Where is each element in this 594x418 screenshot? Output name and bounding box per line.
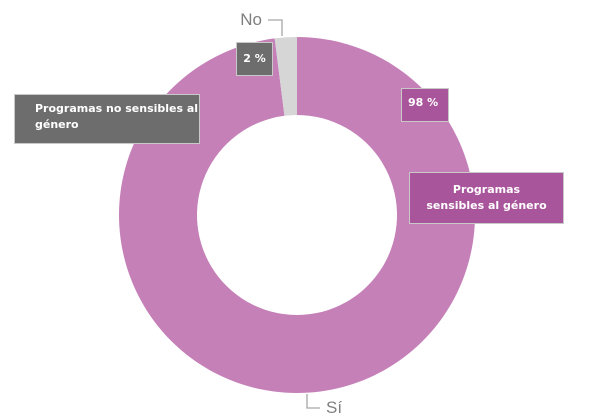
donut-slices [118,37,476,393]
donut-slice-si [118,37,476,393]
annotation-no: Programas no sensibles al género [14,94,200,144]
leader-line-no [268,19,283,36]
annotation-si: Programas sensibles al género [409,172,564,224]
data-label-si: 98 % [401,88,449,122]
data-label-no: 2 % [236,42,273,76]
donut-slice-no [274,37,297,116]
category-label-no: No [240,10,262,29]
leader-line-si [306,394,320,409]
category-label-si: Sí [326,398,342,417]
